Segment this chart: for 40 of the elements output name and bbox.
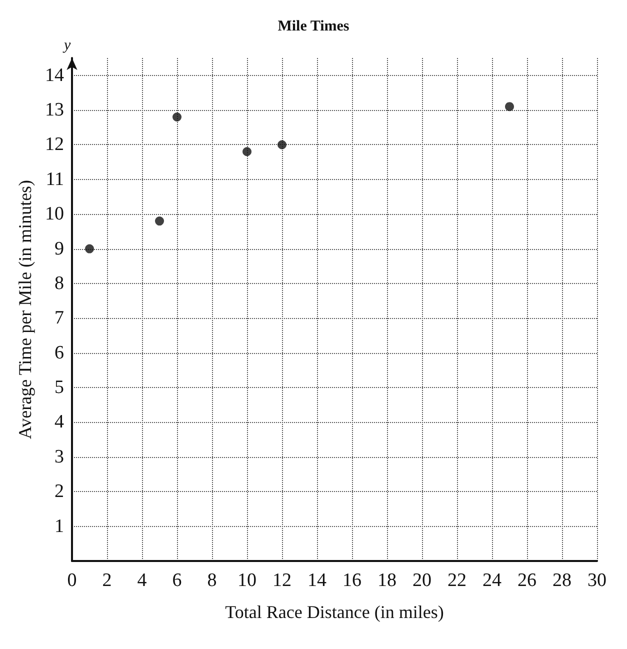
x-tick-label: 26 (518, 570, 536, 591)
x-tick-label: 14 (308, 570, 327, 591)
text: y (62, 38, 71, 54)
y-tick-label: 1 (54, 516, 64, 537)
x-tick-label: 6 (172, 570, 182, 591)
y-tick-label: 5 (54, 377, 64, 398)
x-tick-label: 4 (137, 570, 148, 591)
y-tick-label: 7 (54, 308, 64, 329)
y-tick-label: 11 (46, 168, 64, 190)
y-tick-label: 12 (45, 134, 64, 156)
point (278, 140, 286, 150)
y-tick-label: 14 (45, 64, 64, 86)
x-tick-label: 18 (378, 570, 396, 591)
x-tick-label: 28 (552, 570, 572, 591)
x-tick-label: 20 (412, 570, 432, 591)
x-tick-label: 30 (588, 570, 606, 591)
x-axis-title: Total Race Distance (in miles) (225, 602, 444, 622)
chart-title: Mile Times (278, 18, 350, 34)
y-tick-label: 3 (54, 446, 64, 468)
x-tick-label: 8 (207, 570, 217, 591)
x-tick-label: 12 (272, 570, 292, 591)
point (505, 102, 514, 112)
x-tick-label: 24 (482, 570, 502, 591)
x-tick-label: 22 (448, 570, 466, 591)
x-tick-label: 2 (102, 570, 112, 591)
point (242, 147, 252, 156)
y-tick-label: 9 (54, 238, 64, 260)
x-tick-label: 0 (67, 570, 77, 591)
y-tick-label: 8 (54, 272, 64, 294)
y-tick-label: 10 (45, 204, 64, 225)
y-tick-label: 6 (54, 342, 64, 364)
y-tick-label: 13 (45, 100, 64, 121)
y-axis-title: Average Time per Mile (in minutes) (15, 180, 35, 440)
y-tick-label: 4 (54, 412, 64, 433)
y-tick-label: 2 (54, 481, 64, 502)
point (155, 216, 164, 226)
x-tick-label: 16 (342, 570, 362, 591)
x-tick-label: 10 (238, 570, 256, 591)
point (172, 112, 182, 122)
point (85, 244, 94, 254)
